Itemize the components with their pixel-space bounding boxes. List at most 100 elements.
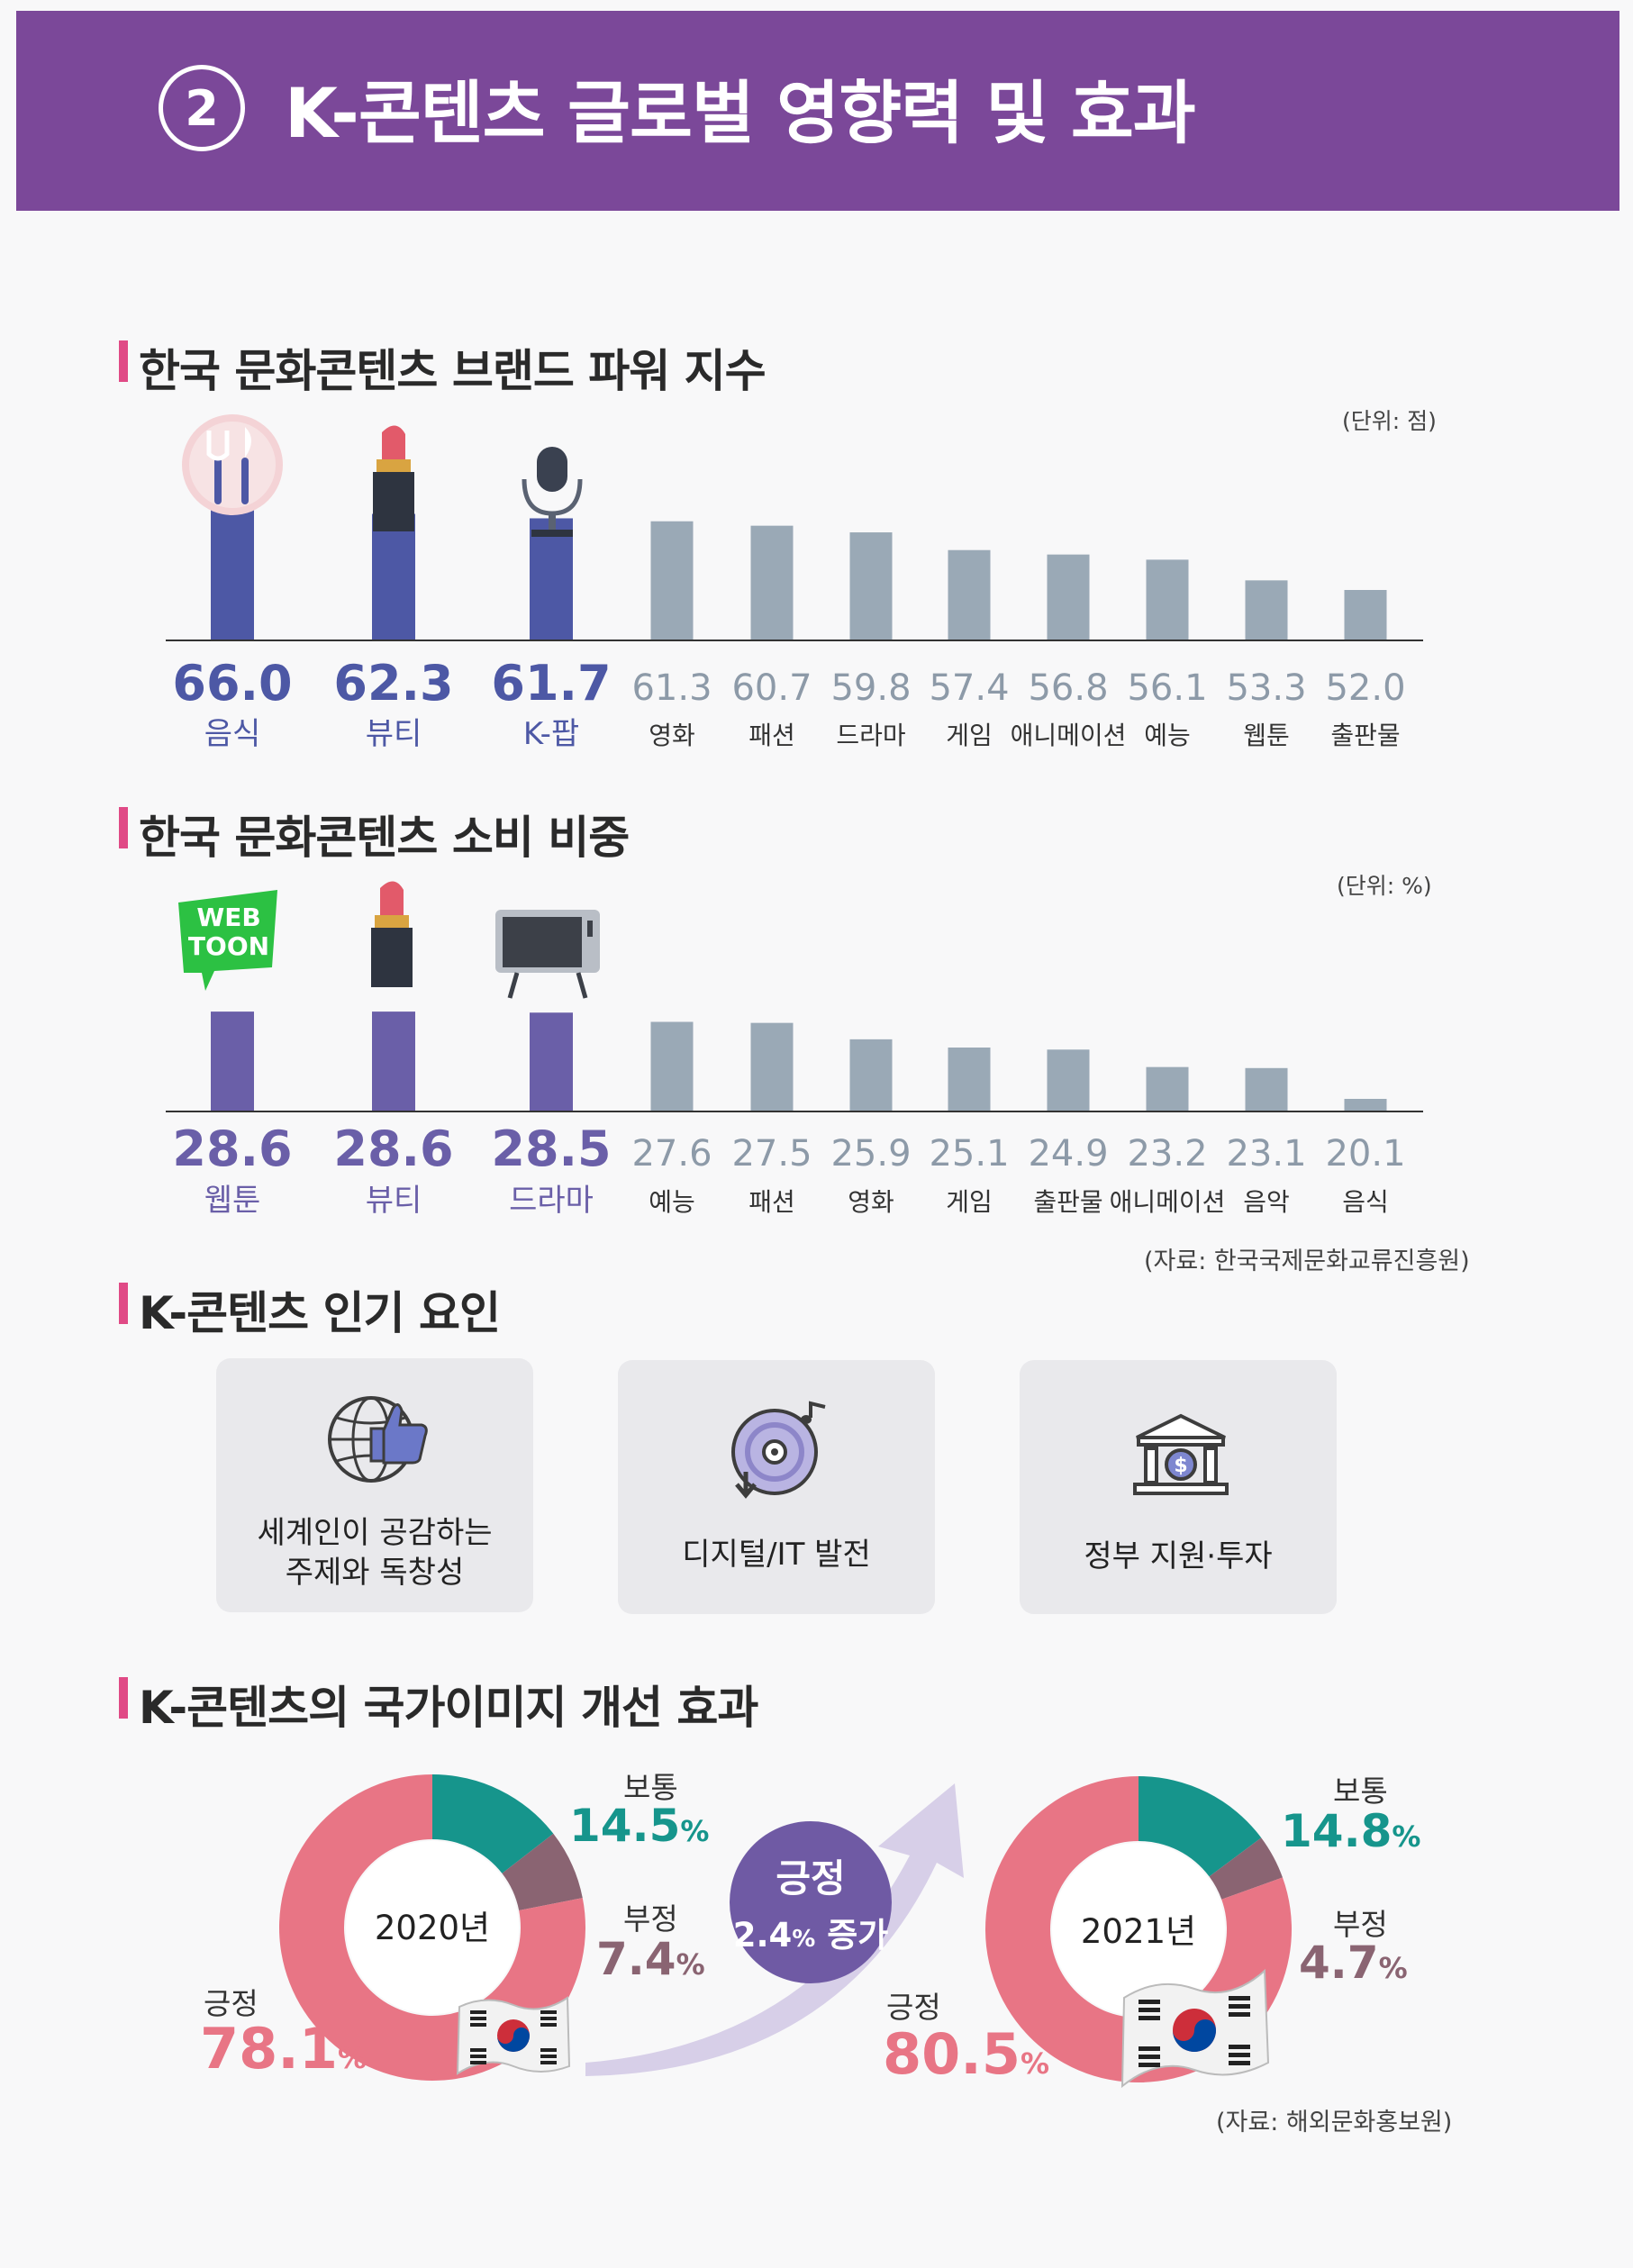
header-banner: 2 K-콘텐츠 글로벌 영향력 및 효과 (16, 11, 1619, 211)
category-label: 예능 (649, 1187, 695, 1217)
bar-게임 (948, 1048, 991, 1111)
national-image-source: (자료: 해외문화홍보원) (1216, 2109, 1453, 2136)
value-label: 27.5 (731, 1133, 812, 1175)
donut-2020-center: 2020년 (374, 1909, 491, 1947)
category-label: 뷰티 (366, 1183, 422, 1219)
consumption-source: (자료: 한국국제문화교류진흥원) (1144, 1247, 1470, 1275)
value-label: 56.8 (1028, 667, 1108, 709)
value-label: 56.1 (1127, 667, 1207, 709)
bar-뷰티 (372, 513, 415, 640)
label-2021-positive: 긍정 (886, 1990, 941, 2025)
value-2021-positive: 80.5% (883, 2021, 1050, 2087)
bar-게임 (948, 549, 991, 640)
value-label: 62.3 (333, 655, 453, 712)
tv-icon (495, 910, 600, 999)
category-label: 패션 (748, 721, 795, 750)
donut-hole (346, 1841, 519, 2014)
value-label: 28.5 (491, 1120, 611, 1177)
bar-음악 (1245, 1067, 1288, 1111)
value-label: 53.3 (1226, 667, 1306, 709)
bar-예능 (1146, 559, 1189, 640)
category-label: 패션 (748, 1187, 795, 1217)
value-label: 61.7 (491, 655, 611, 712)
label-2020-negative: 부정 (623, 1901, 678, 1937)
bar-패션 (750, 525, 794, 640)
value-2021-negative: 4.7% (1299, 1937, 1408, 1989)
factor-card-government: $ 정부 지원·투자 (1020, 1360, 1337, 1614)
value-label: 25.9 (830, 1133, 911, 1175)
svg-text:$: $ (1174, 1455, 1187, 1477)
globe-thumbs-up-icon (328, 1396, 428, 1483)
value-2020-positive: 78.1% (200, 2016, 367, 2082)
bar-출판물 (1344, 590, 1387, 640)
category-label: 예능 (1144, 721, 1191, 750)
webtoon-logo-text: WEB (196, 903, 260, 932)
bar-드라마 (530, 1012, 573, 1111)
donut-hole (1052, 1843, 1225, 2016)
value-label: 27.6 (631, 1133, 712, 1175)
category-label: 애니메이션 (1011, 721, 1127, 750)
bar-패션 (750, 1022, 794, 1111)
badge-title: 긍정 (776, 1856, 846, 1901)
fork-knife-icon (182, 414, 283, 515)
korean-flag-2021 (1120, 1968, 1270, 2089)
category-label: 영화 (649, 721, 695, 750)
lipstick-icon (371, 881, 413, 987)
category-label: 게임 (946, 1187, 993, 1217)
bar-영화 (849, 1039, 893, 1111)
bar-음식 (1344, 1099, 1387, 1111)
label-2020-neutral: 보통 (623, 1770, 678, 1805)
category-label: 음식 (204, 716, 261, 752)
category-label: 웹툰 (204, 1183, 261, 1219)
bar-애니메이션 (1146, 1066, 1189, 1111)
factor-label-government: 정부 지원·투자 (1084, 1538, 1273, 1574)
korean-flag-2020 (456, 1996, 571, 2075)
bar-드라마 (849, 532, 893, 640)
label-2021-neutral: 보통 (1333, 1774, 1388, 1809)
bar-영화 (650, 521, 694, 640)
category-label: 뷰티 (366, 716, 422, 752)
consumption-share-title: 한국 문화콘텐츠 소비 비중 (118, 802, 630, 866)
increase-badge: 긍정 2.4% 증가 (730, 1821, 892, 1983)
bar-웹툰 (211, 1012, 254, 1111)
microphone-icon (522, 447, 583, 537)
donut-2021-center: 2021년 (1080, 1912, 1197, 1951)
value-label: 60.7 (731, 667, 812, 709)
category-label: 영화 (848, 1187, 894, 1217)
section-number: 2 (159, 65, 245, 151)
donut-slice-보통 (432, 1774, 554, 1873)
national-image-title: K-콘텐츠의 국가이미지 개선 효과 (118, 1672, 758, 1737)
brand-power-chart: 66.0 음식 62.3 뷰티 61.7 K-팝 61.3 영화 60.7 패션 59.8 드라마 57… (166, 414, 1423, 752)
category-label: 웹툰 (1243, 721, 1290, 750)
value-2020-neutral: 14.5% (569, 1800, 710, 1852)
value-label: 66.0 (172, 655, 292, 712)
consumption-share-chart: 28.6 웹툰 28.6 뷰티 28.5 드라마 27.6 예능 27.5 패션 25.9 영화 25.… (166, 881, 1423, 1219)
badge-value: 2.4% 증가 (732, 1916, 889, 1955)
value-label: 52.0 (1325, 667, 1405, 709)
donut-slice-부정 (502, 1833, 583, 1911)
category-label: 드라마 (509, 1183, 594, 1219)
value-label: 25.1 (929, 1133, 1009, 1175)
category-label: 출판물 (1330, 721, 1400, 750)
factors-title: K-콘텐츠 인기 요인 (119, 1277, 501, 1342)
bar-웹툰 (1245, 580, 1288, 640)
category-label: 애니메이션 (1110, 1187, 1226, 1217)
donut-slice-보통 (1139, 1776, 1262, 1877)
category-label: 드라마 (836, 721, 905, 750)
category-label: K-팝 (523, 716, 579, 752)
label-2021-negative: 부정 (1333, 1907, 1388, 1942)
label-2020-positive: 긍정 (204, 1986, 259, 2021)
donut-slice-부정 (1209, 1837, 1283, 1900)
bar-뷰티 (372, 1012, 415, 1111)
factor-card-digital: 디지털/IT 발전 (618, 1360, 935, 1614)
bar-K-팝 (530, 518, 573, 640)
music-disc-icon (731, 1401, 826, 1499)
category-label: 출판물 (1033, 1187, 1102, 1217)
factor-card-theme: 세계인이 공감하는 주제와 독창성 (216, 1358, 533, 1612)
lipstick-icon (373, 425, 414, 531)
factor-label-theme: 세계인이 공감하는 주제와 독창성 (257, 1515, 493, 1591)
value-label: 57.4 (929, 667, 1009, 709)
value-label: 28.6 (333, 1120, 453, 1177)
